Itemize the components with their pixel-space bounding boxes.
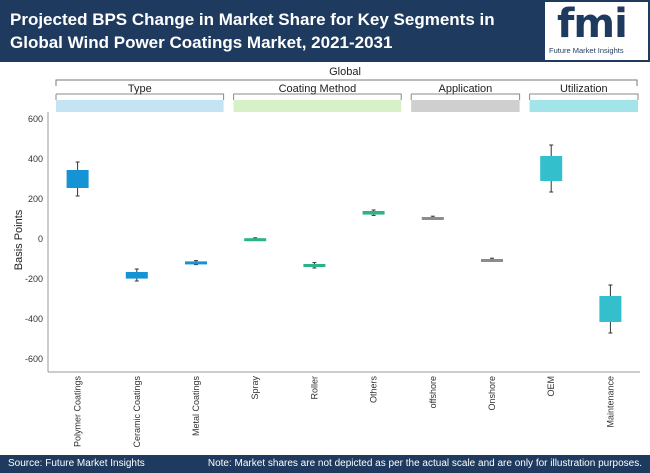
box-offshore (421, 217, 444, 220)
y-tick-label: 200 (28, 194, 43, 204)
footer-bar: Source: Future Market Insights Note: Mar… (0, 455, 650, 473)
y-tick-label: 400 (28, 154, 43, 164)
y-tick-label: 600 (28, 114, 43, 124)
box-others (362, 211, 385, 215)
group-bracket-type (55, 93, 225, 100)
y-tick-label: 0 (38, 234, 43, 244)
x-tick-label: Polymer Coatings (73, 376, 83, 448)
x-tick-label: Ceramic Coatings (132, 376, 142, 448)
group-label-utilization: Utilization (560, 83, 608, 95)
x-tick-label: Onshore (487, 376, 497, 411)
group-strip-utilization (529, 100, 638, 112)
x-tick-label: OEM (546, 376, 556, 397)
y-tick-label: -600 (25, 354, 43, 364)
group-strip-coating-method (233, 100, 402, 112)
box-oem (540, 156, 563, 181)
chart-title: Projected BPS Change in Market Share for… (10, 10, 495, 52)
box-maintenance (599, 296, 622, 322)
group-label-coating-method: Coating Method (279, 83, 357, 95)
box-polymer-coatings (66, 170, 89, 188)
x-tick-label: Spray (250, 376, 260, 400)
footer-note: Note: Market shares are not depicted as … (207, 458, 642, 469)
group-label-application: Application (438, 83, 492, 95)
x-tick-label: Metal Coatings (191, 376, 201, 437)
group-bracket-application (410, 93, 521, 100)
logo-subtitle: Future Market Insights (549, 46, 624, 55)
box-spray (244, 238, 267, 242)
group-strip-application (411, 100, 520, 112)
logo-text: fmi (557, 1, 628, 47)
box-metal-coatings (185, 261, 207, 265)
x-tick-label: offshore (428, 376, 438, 408)
y-tick-label: -400 (25, 314, 43, 324)
y-axis-label: Basis Points (13, 209, 25, 270)
group-bracket-utilization (529, 93, 639, 100)
box-ceramic-coatings (125, 272, 148, 279)
x-tick-label: Maintenance (605, 376, 615, 428)
footer-source: Source: Future Market Insights (8, 458, 145, 469)
y-tick-label: -200 (25, 274, 43, 284)
box-roller (303, 264, 326, 267)
x-tick-label: Others (369, 376, 379, 404)
x-tick-label: Roller (309, 376, 319, 400)
global-bracket (55, 79, 638, 86)
header-banner: Projected BPS Change in Market Share for… (0, 0, 650, 62)
fmi-logo: fmi Future Market Insights (545, 2, 648, 60)
group-bracket-coating-method (233, 93, 402, 100)
group-label-type: Type (128, 83, 152, 95)
top-group-label: Global (329, 66, 361, 78)
group-strip-type (56, 100, 224, 112)
box-onshore (481, 259, 503, 262)
